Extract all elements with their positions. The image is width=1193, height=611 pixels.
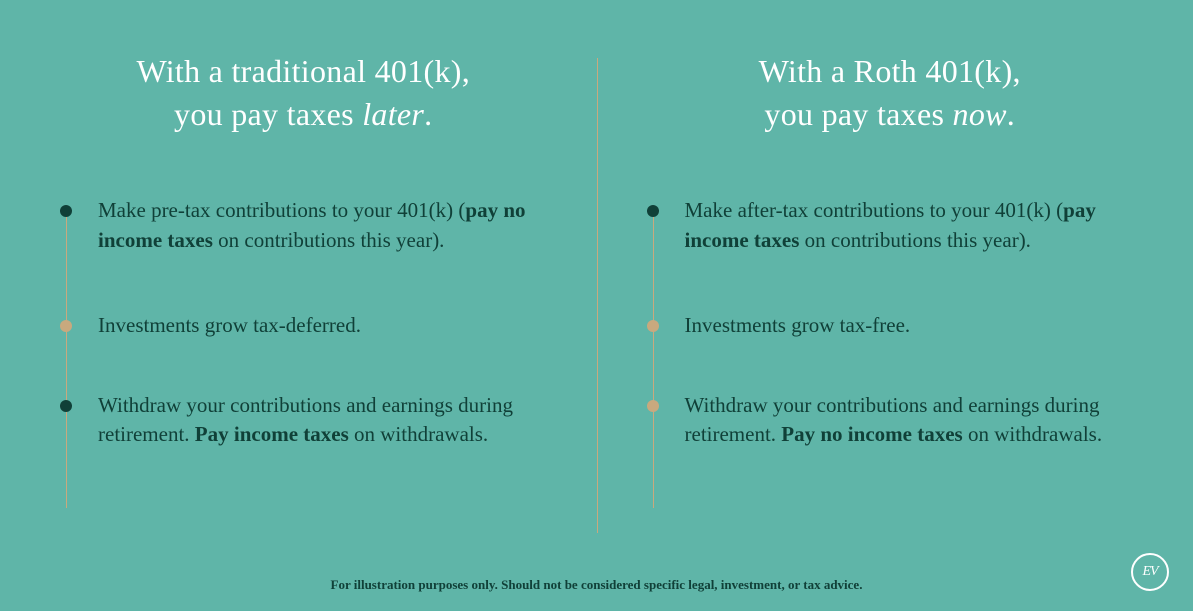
logo-badge: EV	[1131, 553, 1169, 591]
bullet-text: Make pre-tax contributions to your 401(k…	[98, 198, 526, 251]
bullet-text: Investments grow tax-deferred.	[98, 313, 361, 337]
center-divider	[597, 58, 598, 533]
left-connector	[66, 208, 67, 508]
disclaimer-text: For illustration purposes only. Should n…	[0, 577, 1193, 593]
right-column: With a Roth 401(k),you pay taxes now. Ma…	[597, 50, 1134, 551]
left-bullet-1: Investments grow tax-deferred.	[98, 311, 547, 340]
bullet-dot-icon	[60, 400, 72, 412]
left-bullet-2: Withdraw your contributions and earnings…	[98, 391, 547, 450]
right-bullet-2: Withdraw your contributions and earnings…	[685, 391, 1134, 450]
right-heading: With a Roth 401(k),you pay taxes now.	[647, 50, 1134, 136]
left-bullet-0: Make pre-tax contributions to your 401(k…	[98, 196, 547, 255]
bullet-text: Withdraw your contributions and earnings…	[98, 393, 513, 446]
bullet-dot-icon	[60, 205, 72, 217]
bullet-text: Make after-tax contributions to your 401…	[685, 198, 1096, 251]
left-column: With a traditional 401(k),you pay taxes …	[60, 50, 597, 551]
logo-text: EV	[1142, 564, 1157, 580]
right-connector	[653, 208, 654, 508]
bullet-dot-icon	[647, 400, 659, 412]
bullet-dot-icon	[647, 205, 659, 217]
right-bullet-1: Investments grow tax-free.	[685, 311, 1134, 340]
bullet-text: Withdraw your contributions and earnings…	[685, 393, 1103, 446]
left-heading: With a traditional 401(k),you pay taxes …	[60, 50, 547, 136]
right-bullets: Make after-tax contributions to your 401…	[647, 196, 1134, 449]
right-bullet-0: Make after-tax contributions to your 401…	[685, 196, 1134, 255]
bullet-dot-icon	[60, 320, 72, 332]
bullet-text: Investments grow tax-free.	[685, 313, 911, 337]
left-bullets: Make pre-tax contributions to your 401(k…	[60, 196, 547, 449]
bullet-dot-icon	[647, 320, 659, 332]
